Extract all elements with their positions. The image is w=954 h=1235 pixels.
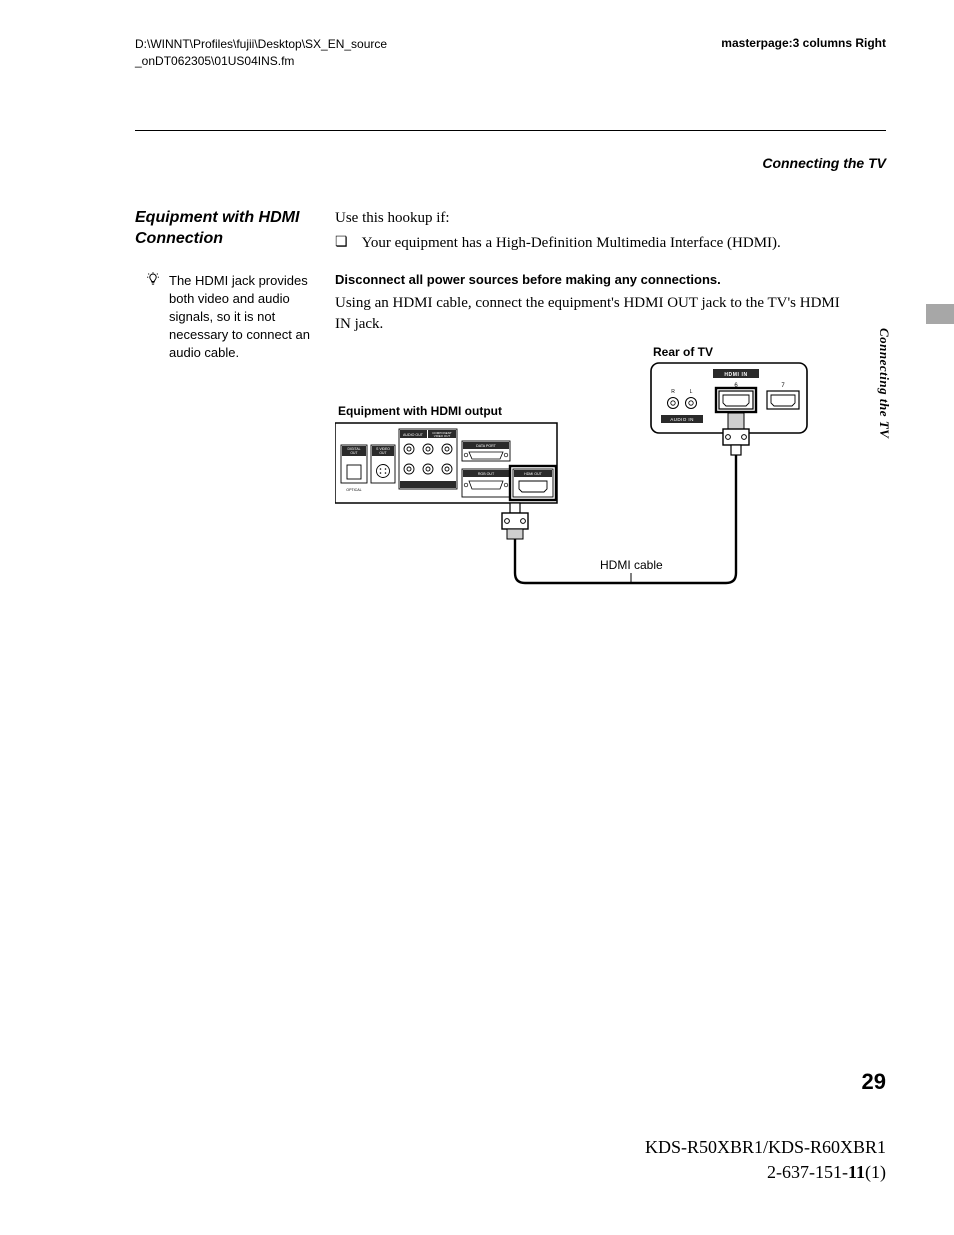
svg-text:AUDIO OUT: AUDIO OUT — [403, 433, 424, 437]
hdmi-plug-equipment — [502, 503, 528, 539]
footer-doc-bold: 11 — [848, 1162, 865, 1182]
tip-text: The HDMI jack provides both video and au… — [169, 272, 310, 363]
svg-text:HDMI OUT: HDMI OUT — [524, 472, 543, 476]
svg-text:OUT: OUT — [350, 451, 357, 455]
sidebar-title: Equipment with HDMI Connection — [135, 208, 315, 250]
footer-model: KDS-R50XBR1/KDS-R60XBR1 — [0, 1135, 886, 1160]
main-content: Use this hookup if: ❏ Your equipment has… — [335, 208, 849, 335]
bullet-text: Your equipment has a High-Definition Mul… — [362, 233, 781, 254]
warning-text: Disconnect all power sources before maki… — [335, 272, 849, 287]
instruction-text: Using an HDMI cable, connect the equipme… — [335, 293, 849, 335]
side-tab — [926, 304, 954, 324]
equipment-panel: DIGITAL OUT OPTICAL S VIDEO OUT AUDIO OU… — [335, 423, 557, 503]
sidebar: Equipment with HDMI Connection The HDMI … — [135, 208, 315, 363]
page-header: D:\WINNT\Profiles\fujii\Desktop\SX_EN_so… — [135, 36, 886, 70]
side-section-label: Connecting the TV — [876, 328, 892, 438]
header-path-line2: _onDT062305\01US04INS.fm — [135, 53, 387, 70]
svg-text:OPTICAL: OPTICAL — [346, 488, 361, 492]
svg-text:AUDIO IN: AUDIO IN — [670, 417, 694, 422]
footer-docnum: 2-637-151-11(1) — [0, 1160, 886, 1185]
tip-block: The HDMI jack provides both video and au… — [135, 272, 315, 363]
svg-text:R: R — [671, 389, 675, 395]
diagram-label-rear: Rear of TV — [653, 345, 713, 359]
svg-text:VIDEO OUT: VIDEO OUT — [434, 434, 451, 438]
header-filepath: D:\WINNT\Profiles\fujii\Desktop\SX_EN_so… — [135, 36, 387, 70]
svg-text:HDMI IN: HDMI IN — [724, 372, 747, 378]
intro-text: Use this hookup if: — [335, 208, 849, 229]
header-masterpage: masterpage:3 columns Right — [721, 36, 886, 70]
diagram-svg: HDMI IN 6 7 R L AUDIO IN — [335, 345, 845, 605]
page-number: 29 — [862, 1069, 886, 1095]
svg-text:OUT: OUT — [379, 451, 386, 455]
svg-text:L: L — [690, 389, 693, 395]
svg-text:DATA PORT: DATA PORT — [476, 444, 497, 448]
svg-text:RGB OUT: RGB OUT — [478, 472, 495, 476]
bullet-row: ❏ Your equipment has a High-Definition M… — [335, 233, 849, 254]
header-rule — [135, 130, 886, 131]
footer-doc-suffix: (1) — [865, 1162, 886, 1182]
footer-doc-prefix: 2-637-151- — [767, 1162, 848, 1182]
lightbulb-icon — [145, 272, 161, 288]
diagram-label-equipment: Equipment with HDMI output — [338, 404, 502, 418]
diagram-label-cable: HDMI cable — [600, 558, 663, 572]
running-head: Connecting the TV — [762, 155, 886, 171]
bullet-icon: ❏ — [335, 233, 348, 254]
header-path-line1: D:\WINNT\Profiles\fujii\Desktop\SX_EN_so… — [135, 36, 387, 53]
connection-diagram: Rear of TV Equipment with HDMI output HD… — [335, 345, 845, 605]
page-footer: KDS-R50XBR1/KDS-R60XBR1 2-637-151-11(1) — [0, 1135, 886, 1185]
